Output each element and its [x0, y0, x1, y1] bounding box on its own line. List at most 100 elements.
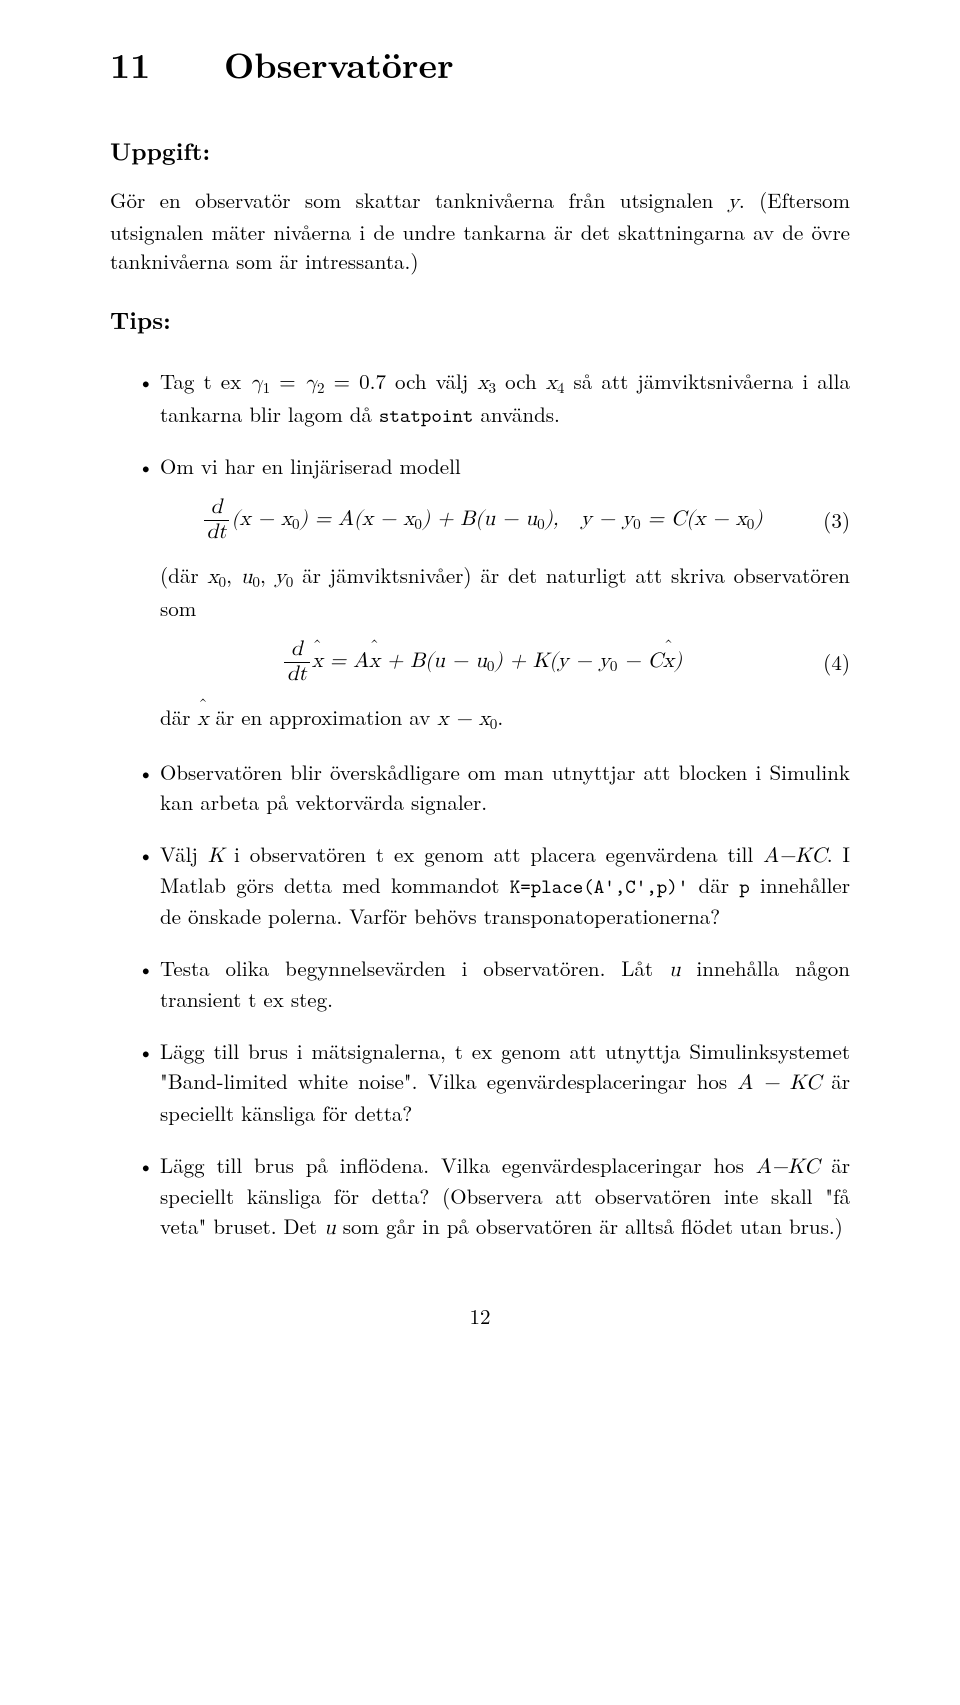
- text: Gör en observatör som skattar tanknivåer…: [110, 185, 728, 215]
- t: ) + B(u − u: [422, 509, 537, 530]
- t: (x − x: [231, 509, 292, 530]
- text: .: [497, 702, 503, 732]
- text: i observatören t ex genom att placera eg…: [224, 839, 763, 869]
- bullet-7: Lägg till brus på inflödena. Vilka egenv…: [138, 1151, 850, 1244]
- t: = A: [323, 651, 369, 672]
- eq4-number: (4): [804, 648, 850, 678]
- bullet-6: Lägg till brus i mätsignalerna, t ex gen…: [138, 1037, 850, 1128]
- A: A: [763, 846, 779, 867]
- text: och: [496, 366, 546, 396]
- KC: KC: [790, 1073, 822, 1094]
- text: ,: [226, 560, 241, 590]
- gamma2: γ2: [305, 373, 325, 394]
- t: ) = A(x − x: [300, 509, 415, 530]
- d: d: [291, 639, 303, 660]
- sym: x: [546, 373, 557, 394]
- x-minus-x0: x − x0: [437, 709, 497, 730]
- ddt-frac: d dt: [204, 496, 230, 545]
- rhs: y − y0 = C(x − x0): [581, 509, 763, 530]
- bullet-3: Observatören blir överskådligare om man …: [138, 758, 850, 818]
- text: Tag t ex: [160, 366, 250, 396]
- x3: x3: [477, 373, 496, 394]
- uppgift-paragraph: Gör en observatör som skattar tanknivåer…: [110, 186, 850, 277]
- s: 0: [537, 518, 545, 533]
- t: y − y: [581, 509, 633, 530]
- t: ),: [545, 509, 559, 530]
- xhat: ˆx: [369, 647, 380, 677]
- sym: x − x: [437, 709, 489, 730]
- uppgift-label: Uppgift:: [110, 134, 850, 168]
- sub: 0: [252, 576, 260, 591]
- text: är en approximation av: [209, 702, 438, 732]
- text: (där: [160, 560, 207, 590]
- s: 0: [292, 518, 300, 533]
- t: ) + K(y − y: [494, 651, 609, 672]
- code-p: p: [739, 874, 750, 900]
- xhat: ˆx: [312, 647, 323, 677]
- u0: u0: [241, 567, 260, 588]
- A-minus-KC: A−KC: [763, 846, 827, 867]
- KC: KC: [795, 846, 827, 867]
- sym: x: [207, 567, 218, 588]
- section-number: 11: [110, 39, 150, 89]
- sym: γ: [305, 373, 317, 394]
- page-number: 12: [110, 1302, 850, 1332]
- sym: x: [477, 373, 488, 394]
- bullet-4: Välj K i observatören t ex genom att pla…: [138, 840, 850, 932]
- sym: u: [241, 567, 253, 588]
- equation-3: d dt (x − x0) = A(x − x0) + B(u − u0),y …: [160, 496, 850, 545]
- bullet-5: Testa olika begynnelsevärden i observatö…: [138, 954, 850, 1016]
- text: används.: [473, 399, 559, 429]
- expr: (x − x0) = A(x − x0) + B(u − u0),: [231, 509, 558, 530]
- code-statpoint: statpoint: [379, 403, 474, 429]
- dt: dt: [207, 522, 227, 543]
- text: som går in på observatören är alltså flö…: [336, 1211, 843, 1241]
- math-u: u: [324, 1218, 336, 1239]
- t: + B(u − u: [380, 651, 487, 672]
- bullet-2: Om vi har en linjäriserad modell d dt (x…: [138, 452, 850, 736]
- math-y: y: [728, 192, 739, 213]
- minus: −: [753, 1073, 790, 1094]
- x4: x4: [546, 373, 565, 394]
- code-place: K=place(A',C',p)': [510, 874, 689, 900]
- xhat: ˆx: [663, 647, 674, 677]
- hat-icon: ˆ: [198, 694, 207, 721]
- eq3-number: (3): [804, 506, 850, 536]
- gamma1: γ1: [250, 373, 270, 394]
- x0: x0: [207, 567, 226, 588]
- A-minus-KC: A − KC: [737, 1073, 821, 1094]
- KC: KC: [788, 1157, 820, 1178]
- text: Om vi har en linjäriserad modell: [160, 451, 461, 481]
- expr: + B(u − u0) + K(y − y0 − C: [380, 651, 663, 672]
- tips-label: Tips:: [110, 303, 850, 337]
- eq3-body: d dt (x − x0) = A(x − x0) + B(u − u0),y …: [160, 496, 804, 545]
- s: 0: [633, 518, 641, 533]
- text: där: [688, 870, 739, 900]
- sym: γ: [250, 373, 262, 394]
- t: ): [674, 651, 682, 672]
- hat-icon: ˆ: [313, 635, 322, 662]
- text: ,: [260, 560, 275, 590]
- text: där: [160, 702, 197, 732]
- text: =: [270, 366, 305, 396]
- s: 0: [414, 518, 422, 533]
- hat-icon: ˆ: [370, 635, 379, 662]
- minus: −: [772, 1157, 788, 1178]
- sub: 0: [219, 576, 227, 591]
- t: = C(x − x: [641, 509, 747, 530]
- A-minus-KC: A−KC: [756, 1157, 820, 1178]
- equation-4: d dt ˆx = Aˆx + B(u − u0) + K(y − y0 − C…: [160, 638, 850, 687]
- tips-list: Tag t ex γ1 = γ2 = 0.7 och välj x3 och x…: [138, 367, 850, 1244]
- y0: y0: [275, 567, 294, 588]
- math-K: K: [208, 846, 224, 867]
- eq4-body: d dt ˆx = Aˆx + B(u − u0) + K(y − y0 − C…: [160, 638, 804, 687]
- bullet-1: Tag t ex γ1 = γ2 = 0.7 och välj x3 och x…: [138, 367, 850, 430]
- sym: y: [275, 567, 286, 588]
- minus: −: [779, 846, 795, 867]
- text: = 0.7 och välj: [325, 366, 478, 396]
- A: A: [737, 1073, 753, 1094]
- A: A: [756, 1157, 772, 1178]
- xhat: ˆx: [197, 705, 208, 735]
- section-title: 11 Observatörer: [110, 40, 850, 90]
- math-u: u: [669, 960, 681, 981]
